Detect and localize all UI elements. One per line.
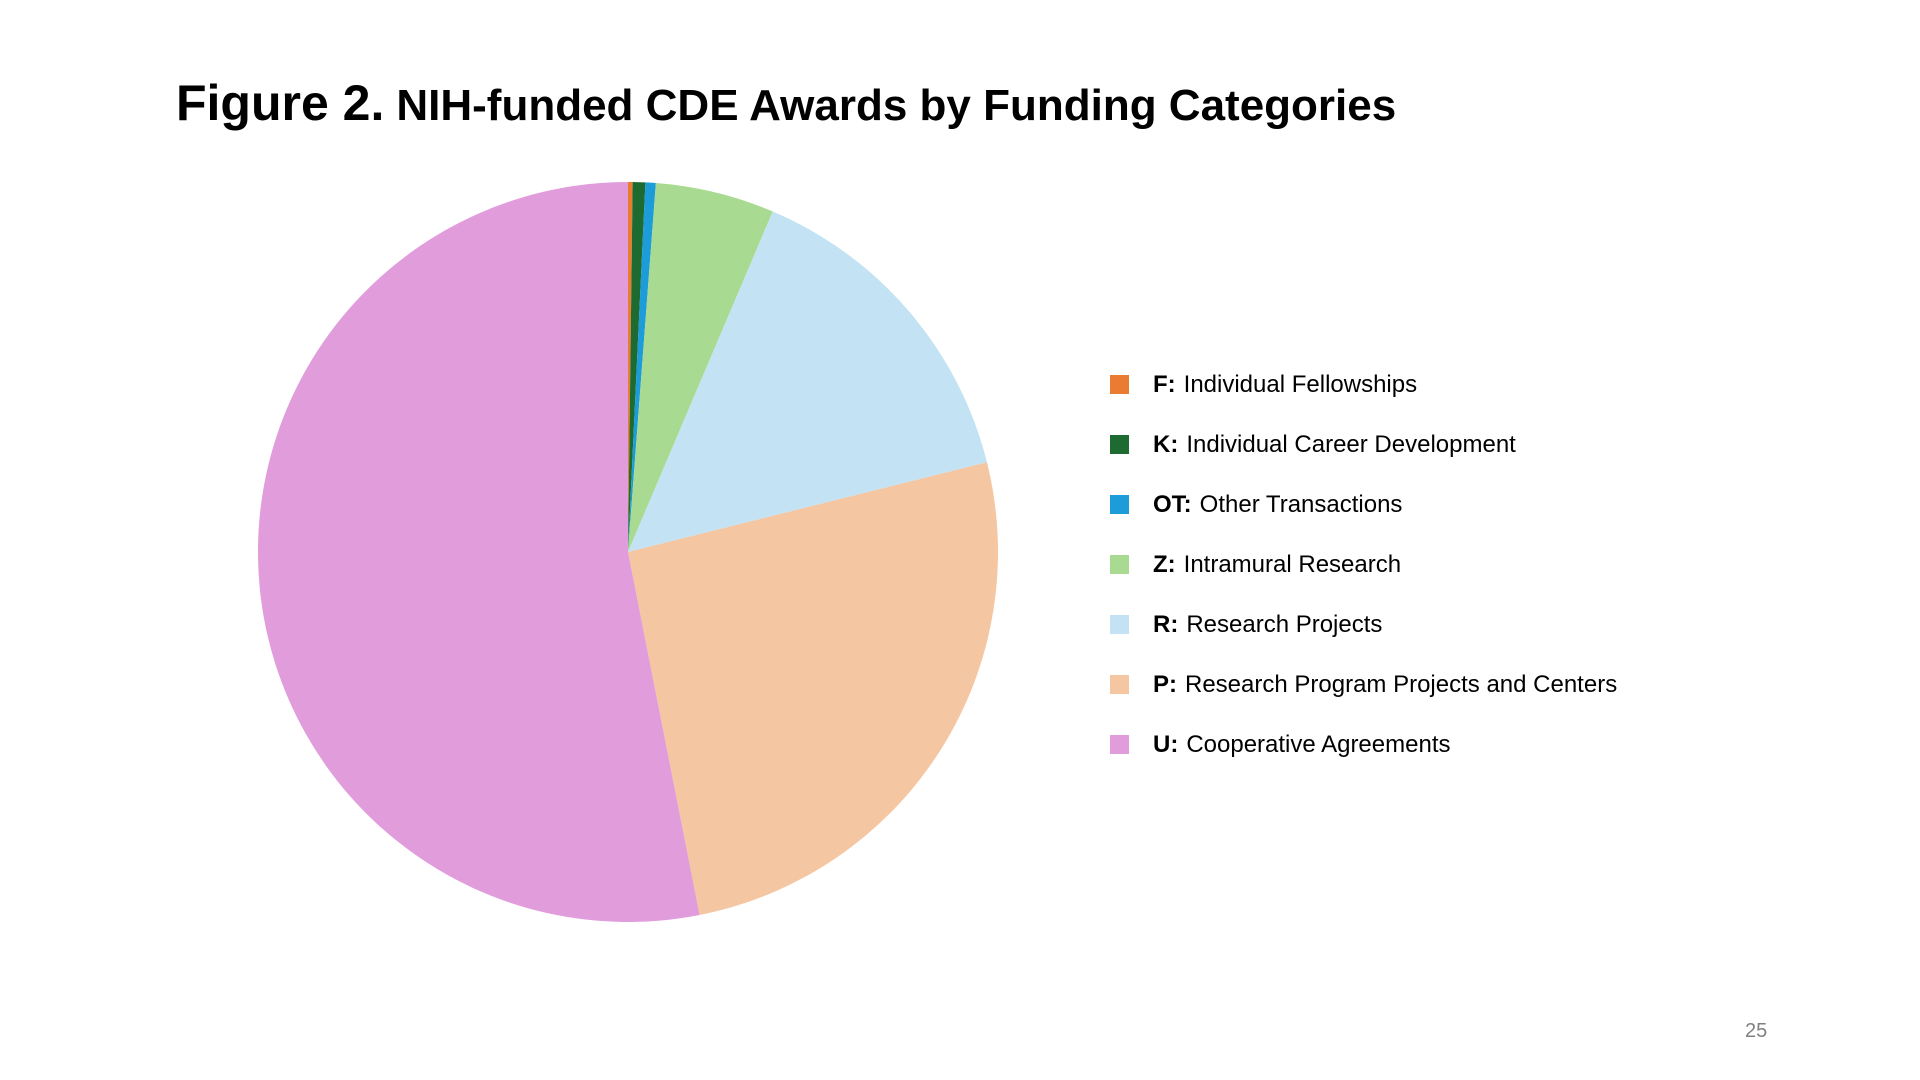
figure-title-text: NIH-funded CDE Awards by Funding Categor… xyxy=(396,81,1397,130)
legend: F: Individual Fellowships K: Individual … xyxy=(1110,370,1618,792)
pie-chart-svg xyxy=(257,182,999,922)
legend-item: U: Cooperative Agreements xyxy=(1110,730,1617,758)
pie-slice-U xyxy=(257,182,700,922)
legend-item: F: Individual Fellowships xyxy=(1110,370,1617,398)
pie-chart xyxy=(257,182,999,922)
legend-label: Research Projects xyxy=(1186,610,1383,638)
legend-key: OT: xyxy=(1153,490,1192,518)
legend-item: R: Research Projects xyxy=(1110,610,1617,638)
pie-slice-Z xyxy=(628,183,773,553)
legend-swatch xyxy=(1110,435,1129,454)
legend-key: R: xyxy=(1153,610,1179,638)
legend-label: Cooperative Agreements xyxy=(1186,730,1451,758)
legend-swatch xyxy=(1110,615,1129,634)
pie-slice-F xyxy=(628,182,633,552)
legend-key: Z: xyxy=(1153,550,1176,578)
legend-swatch xyxy=(1110,735,1129,754)
legend-item: P: Research Program Projects and Centers xyxy=(1110,670,1618,698)
pie-slice-R xyxy=(628,211,987,552)
pie-slice-K xyxy=(628,182,646,552)
legend-item: K: Individual Career Development xyxy=(1110,430,1617,458)
legend-key: F: xyxy=(1153,370,1176,398)
legend-swatch xyxy=(1110,555,1129,574)
page-number: 25 xyxy=(1745,1020,1768,1042)
figure-number: Figure 2. xyxy=(176,75,385,131)
pie-slice-P xyxy=(628,462,999,915)
legend-swatch xyxy=(1110,675,1129,694)
legend-key: K: xyxy=(1153,430,1179,458)
legend-swatch xyxy=(1110,495,1129,514)
legend-item: Z: Intramural Research xyxy=(1110,550,1617,578)
legend-key: U: xyxy=(1153,730,1179,758)
legend-label: Intramural Research xyxy=(1183,550,1402,578)
legend-item: OT: Other Transactions xyxy=(1110,490,1617,518)
legend-swatch xyxy=(1110,375,1129,394)
legend-label: Individual Career Development xyxy=(1186,430,1516,458)
pie-slice-OT xyxy=(628,182,656,552)
legend-key: P: xyxy=(1153,670,1177,698)
legend-label: Individual Fellowships xyxy=(1183,370,1418,398)
page-title: Figure 2. NIH-funded CDE Awards by Fundin… xyxy=(176,76,1396,131)
legend-label: Research Program Projects and Centers xyxy=(1185,670,1618,698)
legend-label: Other Transactions xyxy=(1199,490,1403,518)
